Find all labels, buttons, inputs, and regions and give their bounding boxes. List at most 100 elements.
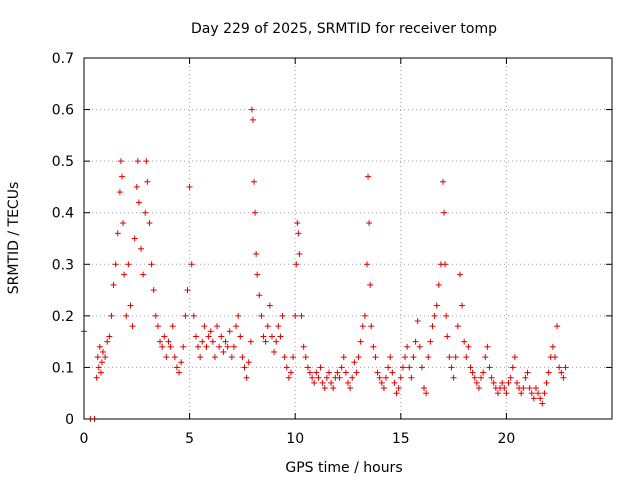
- data-point: [480, 369, 487, 376]
- data-point: [315, 374, 322, 381]
- data-point: [96, 343, 103, 350]
- data-point: [526, 385, 533, 392]
- data-point: [178, 359, 185, 366]
- data-point: [330, 385, 337, 392]
- data-point: [268, 333, 275, 340]
- data-point: [224, 343, 231, 350]
- data-point: [359, 323, 366, 330]
- data-point: [450, 374, 457, 381]
- data-point: [416, 343, 423, 350]
- data-point: [230, 343, 237, 350]
- data-point: [271, 348, 278, 355]
- data-point: [127, 302, 134, 309]
- data-point: [551, 354, 558, 361]
- data-point: [163, 354, 170, 361]
- data-point: [306, 369, 313, 376]
- data-point: [277, 333, 284, 340]
- data-point: [347, 385, 354, 392]
- data-point: [283, 364, 290, 371]
- data-point: [446, 354, 453, 361]
- data-point: [281, 354, 288, 361]
- data-point: [374, 369, 381, 376]
- data-point: [273, 338, 280, 345]
- y-tick-label: 0.4: [52, 206, 74, 222]
- data-point: [511, 354, 518, 361]
- data-point: [475, 385, 482, 392]
- data-point: [482, 354, 489, 361]
- data-point: [340, 354, 347, 361]
- data-point: [226, 328, 233, 335]
- data-point: [467, 364, 474, 371]
- data-point: [391, 379, 398, 386]
- data-point: [448, 364, 455, 371]
- data-point: [349, 374, 356, 381]
- data-point: [463, 354, 470, 361]
- data-point: [104, 338, 111, 345]
- data-point: [138, 245, 145, 252]
- data-point: [539, 400, 546, 407]
- data-point: [114, 230, 121, 237]
- data-point: [254, 271, 261, 278]
- data-point: [100, 348, 107, 355]
- data-point: [248, 106, 255, 113]
- data-point: [140, 271, 147, 278]
- data-point: [418, 364, 425, 371]
- data-point: [292, 312, 299, 319]
- data-point: [298, 312, 305, 319]
- data-point: [287, 369, 294, 376]
- data-point: [120, 220, 127, 227]
- data-point: [95, 364, 102, 371]
- data-point: [167, 343, 174, 350]
- data-point: [290, 354, 297, 361]
- data-point: [203, 343, 210, 350]
- data-point: [440, 178, 447, 185]
- data-point: [146, 220, 153, 227]
- data-point: [537, 395, 544, 402]
- grid-layer: [84, 58, 612, 419]
- data-point: [186, 183, 193, 190]
- data-point: [98, 359, 105, 366]
- data-point: [513, 379, 520, 386]
- data-point: [357, 338, 364, 345]
- data-point: [119, 173, 126, 180]
- data-point: [214, 323, 221, 330]
- data-point: [171, 354, 178, 361]
- data-point: [328, 379, 335, 386]
- data-point: [342, 369, 349, 376]
- data-point: [535, 390, 542, 397]
- data-point: [459, 302, 466, 309]
- data-point: [444, 333, 451, 340]
- data-point: [509, 364, 516, 371]
- data-point: [176, 369, 183, 376]
- data-point: [393, 390, 400, 397]
- data-point: [106, 333, 113, 340]
- data-point: [93, 374, 100, 381]
- y-tick-label: 0.6: [52, 103, 74, 119]
- data-point: [522, 374, 529, 381]
- data-point: [425, 354, 432, 361]
- data-point: [461, 338, 468, 345]
- data-point: [304, 364, 311, 371]
- data-point: [433, 302, 440, 309]
- data-point: [135, 199, 142, 206]
- data-point: [543, 379, 550, 386]
- data-point: [488, 374, 495, 381]
- data-point: [169, 323, 176, 330]
- data-point: [311, 379, 318, 386]
- data-point: [94, 354, 101, 361]
- data-point: [295, 230, 302, 237]
- data-point: [490, 379, 497, 386]
- data-point: [397, 374, 404, 381]
- data-point: [260, 333, 267, 340]
- data-point: [406, 364, 413, 371]
- data-point: [530, 395, 537, 402]
- data-points: [81, 106, 569, 422]
- data-point: [366, 220, 373, 227]
- data-point: [199, 338, 206, 345]
- data-point: [247, 338, 254, 345]
- data-point: [421, 385, 428, 392]
- data-point: [117, 158, 124, 165]
- data-point: [182, 312, 189, 319]
- data-point: [205, 333, 212, 340]
- data-point: [165, 338, 172, 345]
